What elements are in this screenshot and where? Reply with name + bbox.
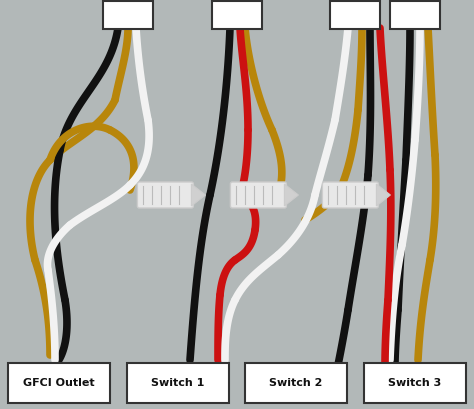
FancyBboxPatch shape [137, 182, 193, 208]
FancyBboxPatch shape [245, 363, 347, 403]
FancyBboxPatch shape [127, 363, 229, 403]
Polygon shape [284, 184, 299, 206]
Text: GFCI Outlet: GFCI Outlet [23, 378, 95, 388]
FancyBboxPatch shape [230, 182, 286, 208]
FancyBboxPatch shape [330, 1, 380, 29]
FancyBboxPatch shape [364, 363, 466, 403]
FancyBboxPatch shape [212, 1, 262, 29]
FancyBboxPatch shape [103, 1, 153, 29]
FancyBboxPatch shape [8, 363, 110, 403]
Polygon shape [376, 184, 391, 206]
Text: Switch 3: Switch 3 [388, 378, 442, 388]
Text: Switch 1: Switch 1 [151, 378, 205, 388]
Polygon shape [191, 184, 205, 206]
FancyBboxPatch shape [390, 1, 440, 29]
Text: Switch 2: Switch 2 [269, 378, 323, 388]
FancyBboxPatch shape [322, 182, 378, 208]
